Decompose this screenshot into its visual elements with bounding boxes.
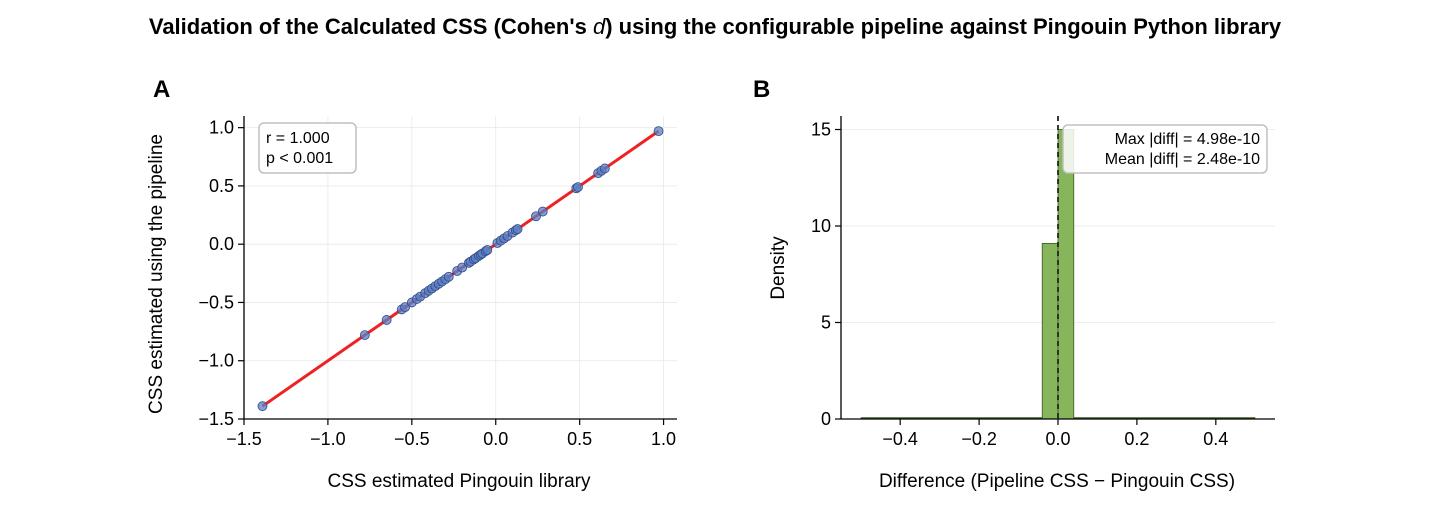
panel-a-scatter: A −1.5 −1.0 −0.5 0.0 0.5 1.0 −1.5 −1.0 −0.5 0.0 0.… <box>146 76 677 492</box>
panel-a-x-tick-label: −1.5 <box>226 429 262 449</box>
panel-b-x-tick-label: 0.2 <box>1124 429 1149 449</box>
panel-a-data-point <box>653 126 664 137</box>
panel-b-y-axis-label: Density <box>768 236 789 300</box>
panel-a-data-point <box>512 224 523 234</box>
panel-a-stat-r: r = 1.000 <box>266 130 330 147</box>
panel-a-y-tick-label: −1.0 <box>198 351 234 371</box>
panel-a-x-tick-label: 0.5 <box>567 429 592 449</box>
panel-b-x-tick-label: −0.2 <box>961 429 997 449</box>
panel-a-stat-p: p < 0.001 <box>266 150 333 167</box>
panel-a-points <box>257 126 664 412</box>
panel-a-data-point <box>531 211 541 222</box>
panel-a-data-point <box>482 245 493 255</box>
panel-a-stats-box: r = 1.000 p < 0.001 <box>258 122 357 174</box>
panel-a-x-tick-label: 0.0 <box>483 429 508 449</box>
panel-a-x-tick-label: −1.0 <box>310 429 346 449</box>
panel-a-y-tick-label: −0.5 <box>198 292 234 312</box>
panel-a-letter: A <box>153 76 170 103</box>
panel-a-y-tick-label: −1.5 <box>198 409 234 429</box>
panel-b-y-tick-label: 10 <box>811 216 831 236</box>
panel-b-histogram: B 0 5 10 15 −0.4 −0.2 0.0 0.2 0.4 Difference (Pi… <box>753 76 1275 492</box>
panel-a-y-axis-label: CSS estimated using the pipeline <box>146 134 167 414</box>
panel-a-ticks: −1.5 −1.0 −0.5 0.0 0.5 1.0 −1.5 −1.0 −0.5 0.0 0.5 1… <box>198 118 676 449</box>
panel-a-axes <box>243 116 677 420</box>
panel-b-y-tick-label: 0 <box>821 409 831 429</box>
panel-a-data-point <box>537 206 548 217</box>
panel-a-data-point <box>257 401 268 412</box>
panel-a-y-tick-label: 1.0 <box>209 118 234 138</box>
panel-b-x-tick-label: −0.4 <box>882 429 918 449</box>
panel-b-x-tick-label: 0.4 <box>1203 429 1228 449</box>
figure-title: Validation of the Calculated CSS (Cohen'… <box>0 14 1430 40</box>
panel-b-stats-box: Max |diff| = 4.98e-10 Mean |diff| = 2.48… <box>1062 124 1268 174</box>
panel-a-data-point <box>359 330 370 340</box>
figure-title-end: ) using the configurable pipeline agains… <box>605 14 1282 39</box>
panel-a-data-point <box>381 315 392 325</box>
panel-b-histogram-bar <box>1041 242 1059 420</box>
panel-b-x-axis-label: Difference (Pipeline CSS − Pingouin CSS) <box>879 471 1235 492</box>
panel-b-bars <box>1041 129 1075 420</box>
panel-a-y-tick-label: 0.0 <box>209 234 234 254</box>
panel-a-data-point <box>573 182 583 192</box>
panel-b-letter: B <box>753 76 770 103</box>
figure-title-start: Validation of the Calculated CSS (Cohen'… <box>148 14 593 39</box>
panel-a-stats-box-frame <box>258 122 357 174</box>
panel-a-x-axis-label: CSS estimated Pingouin library <box>328 471 591 492</box>
panel-b-x-tick-label: 0.0 <box>1045 429 1070 449</box>
panel-a-data-point <box>599 163 610 174</box>
figure-title-symbol: d <box>592 14 606 39</box>
panel-b-y-tick-label: 15 <box>811 120 831 140</box>
panel-a-x-tick-label: −0.5 <box>394 429 430 449</box>
panel-a-data-point <box>400 302 411 313</box>
panel-b-stat-max: Max |diff| = 4.98e-10 <box>1115 131 1261 148</box>
panel-b-y-tick-label: 5 <box>821 313 831 333</box>
panel-b-ticks: 0 5 10 15 −0.4 −0.2 0.0 0.2 0.4 <box>811 120 1228 449</box>
panel-b-stats-box-frame <box>1062 124 1268 174</box>
panel-a-y-tick-label: 0.5 <box>209 176 234 196</box>
panel-a-x-tick-label: 1.0 <box>651 429 676 449</box>
panel-b-stat-mean: Mean |diff| = 2.48e-10 <box>1105 151 1260 168</box>
panel-a-data-point <box>457 262 468 273</box>
panel-a-data-point <box>443 271 454 282</box>
